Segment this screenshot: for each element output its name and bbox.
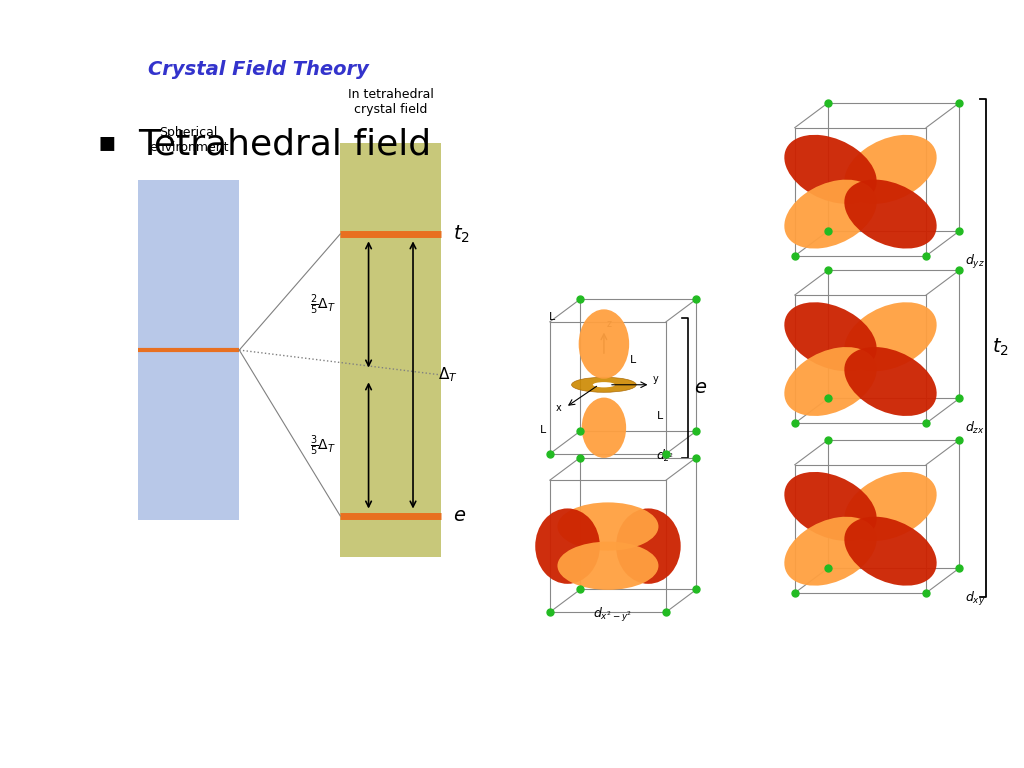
Text: In tetrahedral
crystal field: In tetrahedral crystal field [348,88,434,116]
Text: Crystal Field Theory: Crystal Field Theory [148,60,370,79]
Text: x: x [555,403,561,413]
Ellipse shape [557,502,658,551]
Ellipse shape [784,303,877,371]
Text: y: y [652,375,658,385]
Text: $d_{yz}$: $d_{yz}$ [965,253,984,271]
Ellipse shape [784,472,877,541]
Text: $t_2$: $t_2$ [992,337,1009,359]
Text: z: z [607,319,612,329]
Text: L: L [656,412,663,422]
Text: $\Delta_T$: $\Delta_T$ [438,366,458,384]
Text: Spherical
environment: Spherical environment [150,126,228,154]
Ellipse shape [579,310,629,379]
Text: L: L [630,355,637,365]
Text: $t_2$: $t_2$ [454,223,470,244]
Ellipse shape [845,180,937,249]
Ellipse shape [536,508,600,584]
Ellipse shape [784,347,877,416]
Text: $e$: $e$ [694,379,707,397]
Ellipse shape [593,382,615,387]
Text: L: L [549,312,556,322]
Text: $d_{x^2-y^2}$: $d_{x^2-y^2}$ [593,606,633,624]
Text: ▪: ▪ [98,127,117,156]
Ellipse shape [582,398,626,458]
Ellipse shape [784,180,877,249]
Text: $e$: $e$ [454,506,467,525]
Text: $d_{z^2}$: $d_{z^2}$ [656,448,675,464]
Ellipse shape [616,508,681,584]
Bar [138,180,240,520]
Text: $\frac{3}{5}\Delta_T$: $\frac{3}{5}\Delta_T$ [310,433,336,458]
Text: $d_{zx}$: $d_{zx}$ [965,420,984,436]
Ellipse shape [845,135,937,204]
Ellipse shape [784,517,877,586]
Text: L: L [541,425,547,435]
Bar [340,143,441,558]
Text: Tetrahedral field: Tetrahedral field [138,127,431,161]
Ellipse shape [784,135,877,204]
Ellipse shape [845,303,937,371]
Text: $\frac{2}{5}\Delta_T$: $\frac{2}{5}\Delta_T$ [310,293,336,316]
Ellipse shape [845,472,937,541]
Text: $d_{xy}$: $d_{xy}$ [965,590,985,608]
Ellipse shape [845,517,937,586]
Ellipse shape [845,347,937,416]
Ellipse shape [557,541,658,590]
Ellipse shape [571,377,636,392]
